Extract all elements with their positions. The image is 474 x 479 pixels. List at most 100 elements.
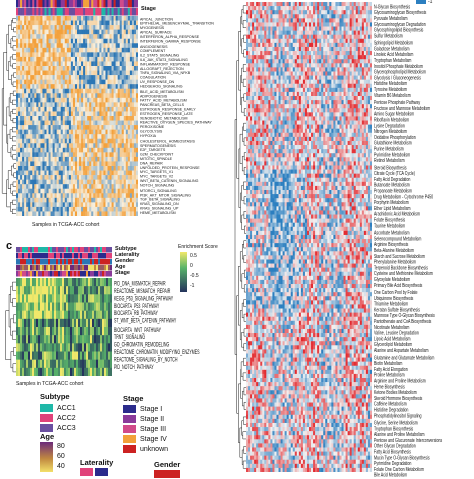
heatmap-cell [46,161,49,167]
heatmap-cell [16,318,19,328]
heatmap-cell [30,286,33,295]
heatmap-cell [252,26,255,31]
heatmap-cell [363,34,367,40]
annotation-cell [36,253,39,259]
heatmap-cell [109,29,112,35]
heatmap-cell [68,351,71,360]
heatmap-cell [127,188,131,194]
heatmap-cell [266,67,269,72]
heatmap-cell [329,18,332,23]
heatmap-cell [38,367,41,376]
heatmap-cell [337,63,340,68]
heatmap-cell [40,93,43,99]
heatmap-cell [361,26,365,31]
heatmap-cell [30,29,33,35]
heatmap-cell [129,138,133,144]
heatmap-cell [50,38,53,44]
heatmap-cell [349,59,352,64]
heatmap-cell [74,193,78,199]
heatmap-cell [72,367,75,376]
heatmap-cell [256,10,259,15]
heatmap-cell [42,143,45,149]
annotation-cell [38,0,41,8]
heatmap-cell [292,71,296,76]
heatmap-cell [256,18,259,23]
heatmap-cell [72,310,75,320]
heatmap-cell [254,63,257,68]
heatmap-cell [34,359,37,369]
heatmap-cell [64,29,68,35]
heatmap-cell [337,6,340,11]
annotation-cell [94,253,97,259]
heatmap-cell [48,88,51,94]
heatmap-cell [284,38,287,44]
heatmap-cell [50,29,53,35]
heatmap-cell [268,18,271,23]
heatmap-cell [54,34,57,40]
annotation-cell [46,271,49,277]
heatmap-cell [36,367,39,376]
heatmap-cell [333,51,336,56]
heatmap-cell [131,52,135,58]
heatmap-cell [81,211,84,216]
heatmap-cell [42,116,45,121]
heatmap-cell [306,6,310,11]
heatmap-cell [115,143,118,149]
heatmap-cell [109,206,112,212]
panel-a-row-labels: APICAL_JUNCTION EPITHELIAL_MESENCHYMAL_TR… [140,17,232,237]
heatmap-cell [101,106,104,112]
heatmap-cell [103,70,106,76]
panel-c-heatmap [16,278,112,376]
heatmap-cell [54,188,57,194]
heatmap-cell [294,18,298,23]
heatmap-cell [28,170,31,176]
heatmap-cell [56,197,59,203]
annotation-cell [105,8,108,16]
heatmap-cell [133,211,137,216]
heatmap-cell [89,202,92,208]
heatmap-cell [30,102,33,108]
heatmap-cell [46,134,49,140]
heatmap-cell [357,6,361,11]
heatmap-cell [97,20,100,26]
heatmap-cell [24,84,27,90]
heatmap-cell [101,84,104,90]
annotation-cell [42,253,45,259]
heatmap-cell [16,138,19,144]
heatmap-cell [351,67,355,72]
heatmap-cell [121,88,125,94]
heatmap-cell [133,56,137,62]
heatmap-cell [129,166,133,171]
annotation-cell [110,259,113,265]
heatmap-cell [24,138,27,144]
heatmap-cell [248,34,251,40]
heatmap-cell [70,138,74,144]
heatmap-cell [44,16,47,21]
heatmap-cell [66,111,70,117]
heatmap-cell [28,197,31,203]
heatmap-cell [62,138,66,144]
heatmap-cell [264,26,267,31]
heatmap-cell [72,143,76,149]
heatmap-cell [46,106,49,112]
heatmap-cell [127,125,131,130]
heatmap-cell [22,175,25,180]
heatmap-cell [280,67,283,72]
heatmap-cell [256,22,259,27]
heatmap-cell [290,34,294,40]
heatmap-cell [246,38,249,44]
heatmap-cell [91,156,94,162]
heatmap-cell [72,206,76,212]
heatmap-cell [302,14,306,19]
dendrogram-branch [240,368,243,399]
heatmap-cell [123,70,127,76]
heatmap-cell [64,25,68,30]
heatmap-cell [95,61,98,67]
heatmap-cell [284,67,287,72]
heatmap-cell [44,202,47,208]
heatmap-cell [82,310,85,320]
heatmap-cell [84,318,87,328]
heatmap-cell [258,71,261,76]
annotation-cell [50,271,53,277]
heatmap-cell [81,84,84,90]
